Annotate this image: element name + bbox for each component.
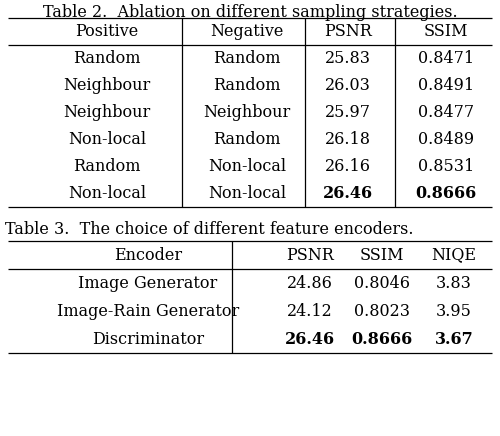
Text: PSNR: PSNR — [286, 246, 334, 263]
Text: Neighbour: Neighbour — [64, 104, 150, 121]
Text: Discriminator: Discriminator — [92, 330, 204, 347]
Text: 25.97: 25.97 — [325, 104, 371, 121]
Text: Table 2.  Ablation on different sampling strategies.: Table 2. Ablation on different sampling … — [42, 4, 458, 21]
Text: 0.8023: 0.8023 — [354, 303, 410, 320]
Text: 26.46: 26.46 — [285, 330, 335, 347]
Text: Image-Rain Generator: Image-Rain Generator — [57, 303, 239, 320]
Text: Random: Random — [213, 50, 281, 67]
Text: Positive: Positive — [76, 23, 138, 40]
Text: Image Generator: Image Generator — [78, 275, 218, 292]
Text: Neighbour: Neighbour — [204, 104, 290, 121]
Text: 0.8477: 0.8477 — [418, 104, 474, 121]
Text: PSNR: PSNR — [324, 23, 372, 40]
Text: 26.03: 26.03 — [325, 77, 371, 94]
Text: 0.8666: 0.8666 — [352, 330, 412, 347]
Text: 3.95: 3.95 — [436, 303, 472, 320]
Text: 24.12: 24.12 — [287, 303, 333, 320]
Text: Random: Random — [73, 158, 141, 175]
Text: SSIM: SSIM — [424, 23, 468, 40]
Text: 0.8489: 0.8489 — [418, 131, 474, 148]
Text: Non-local: Non-local — [208, 185, 286, 202]
Text: Random: Random — [213, 77, 281, 94]
Text: Encoder: Encoder — [114, 246, 182, 263]
Text: Negative: Negative — [210, 23, 284, 40]
Text: 3.67: 3.67 — [434, 330, 474, 347]
Text: SSIM: SSIM — [360, 246, 404, 263]
Text: 3.83: 3.83 — [436, 275, 472, 292]
Text: Non-local: Non-local — [68, 185, 146, 202]
Text: 24.86: 24.86 — [287, 275, 333, 292]
Text: Random: Random — [73, 50, 141, 67]
Text: 0.8046: 0.8046 — [354, 275, 410, 292]
Text: 0.8471: 0.8471 — [418, 50, 474, 67]
Text: Neighbour: Neighbour — [64, 77, 150, 94]
Text: 0.8666: 0.8666 — [416, 185, 476, 202]
Text: 25.83: 25.83 — [325, 50, 371, 67]
Text: Non-local: Non-local — [68, 131, 146, 148]
Text: Table 3.  The choice of different feature encoders.: Table 3. The choice of different feature… — [5, 221, 414, 238]
Text: 26.18: 26.18 — [325, 131, 371, 148]
Text: Non-local: Non-local — [208, 158, 286, 175]
Text: 26.16: 26.16 — [325, 158, 371, 175]
Text: 0.8531: 0.8531 — [418, 158, 474, 175]
Text: NIQE: NIQE — [432, 246, 476, 263]
Text: Random: Random — [213, 131, 281, 148]
Text: 26.46: 26.46 — [323, 185, 373, 202]
Text: 0.8491: 0.8491 — [418, 77, 474, 94]
